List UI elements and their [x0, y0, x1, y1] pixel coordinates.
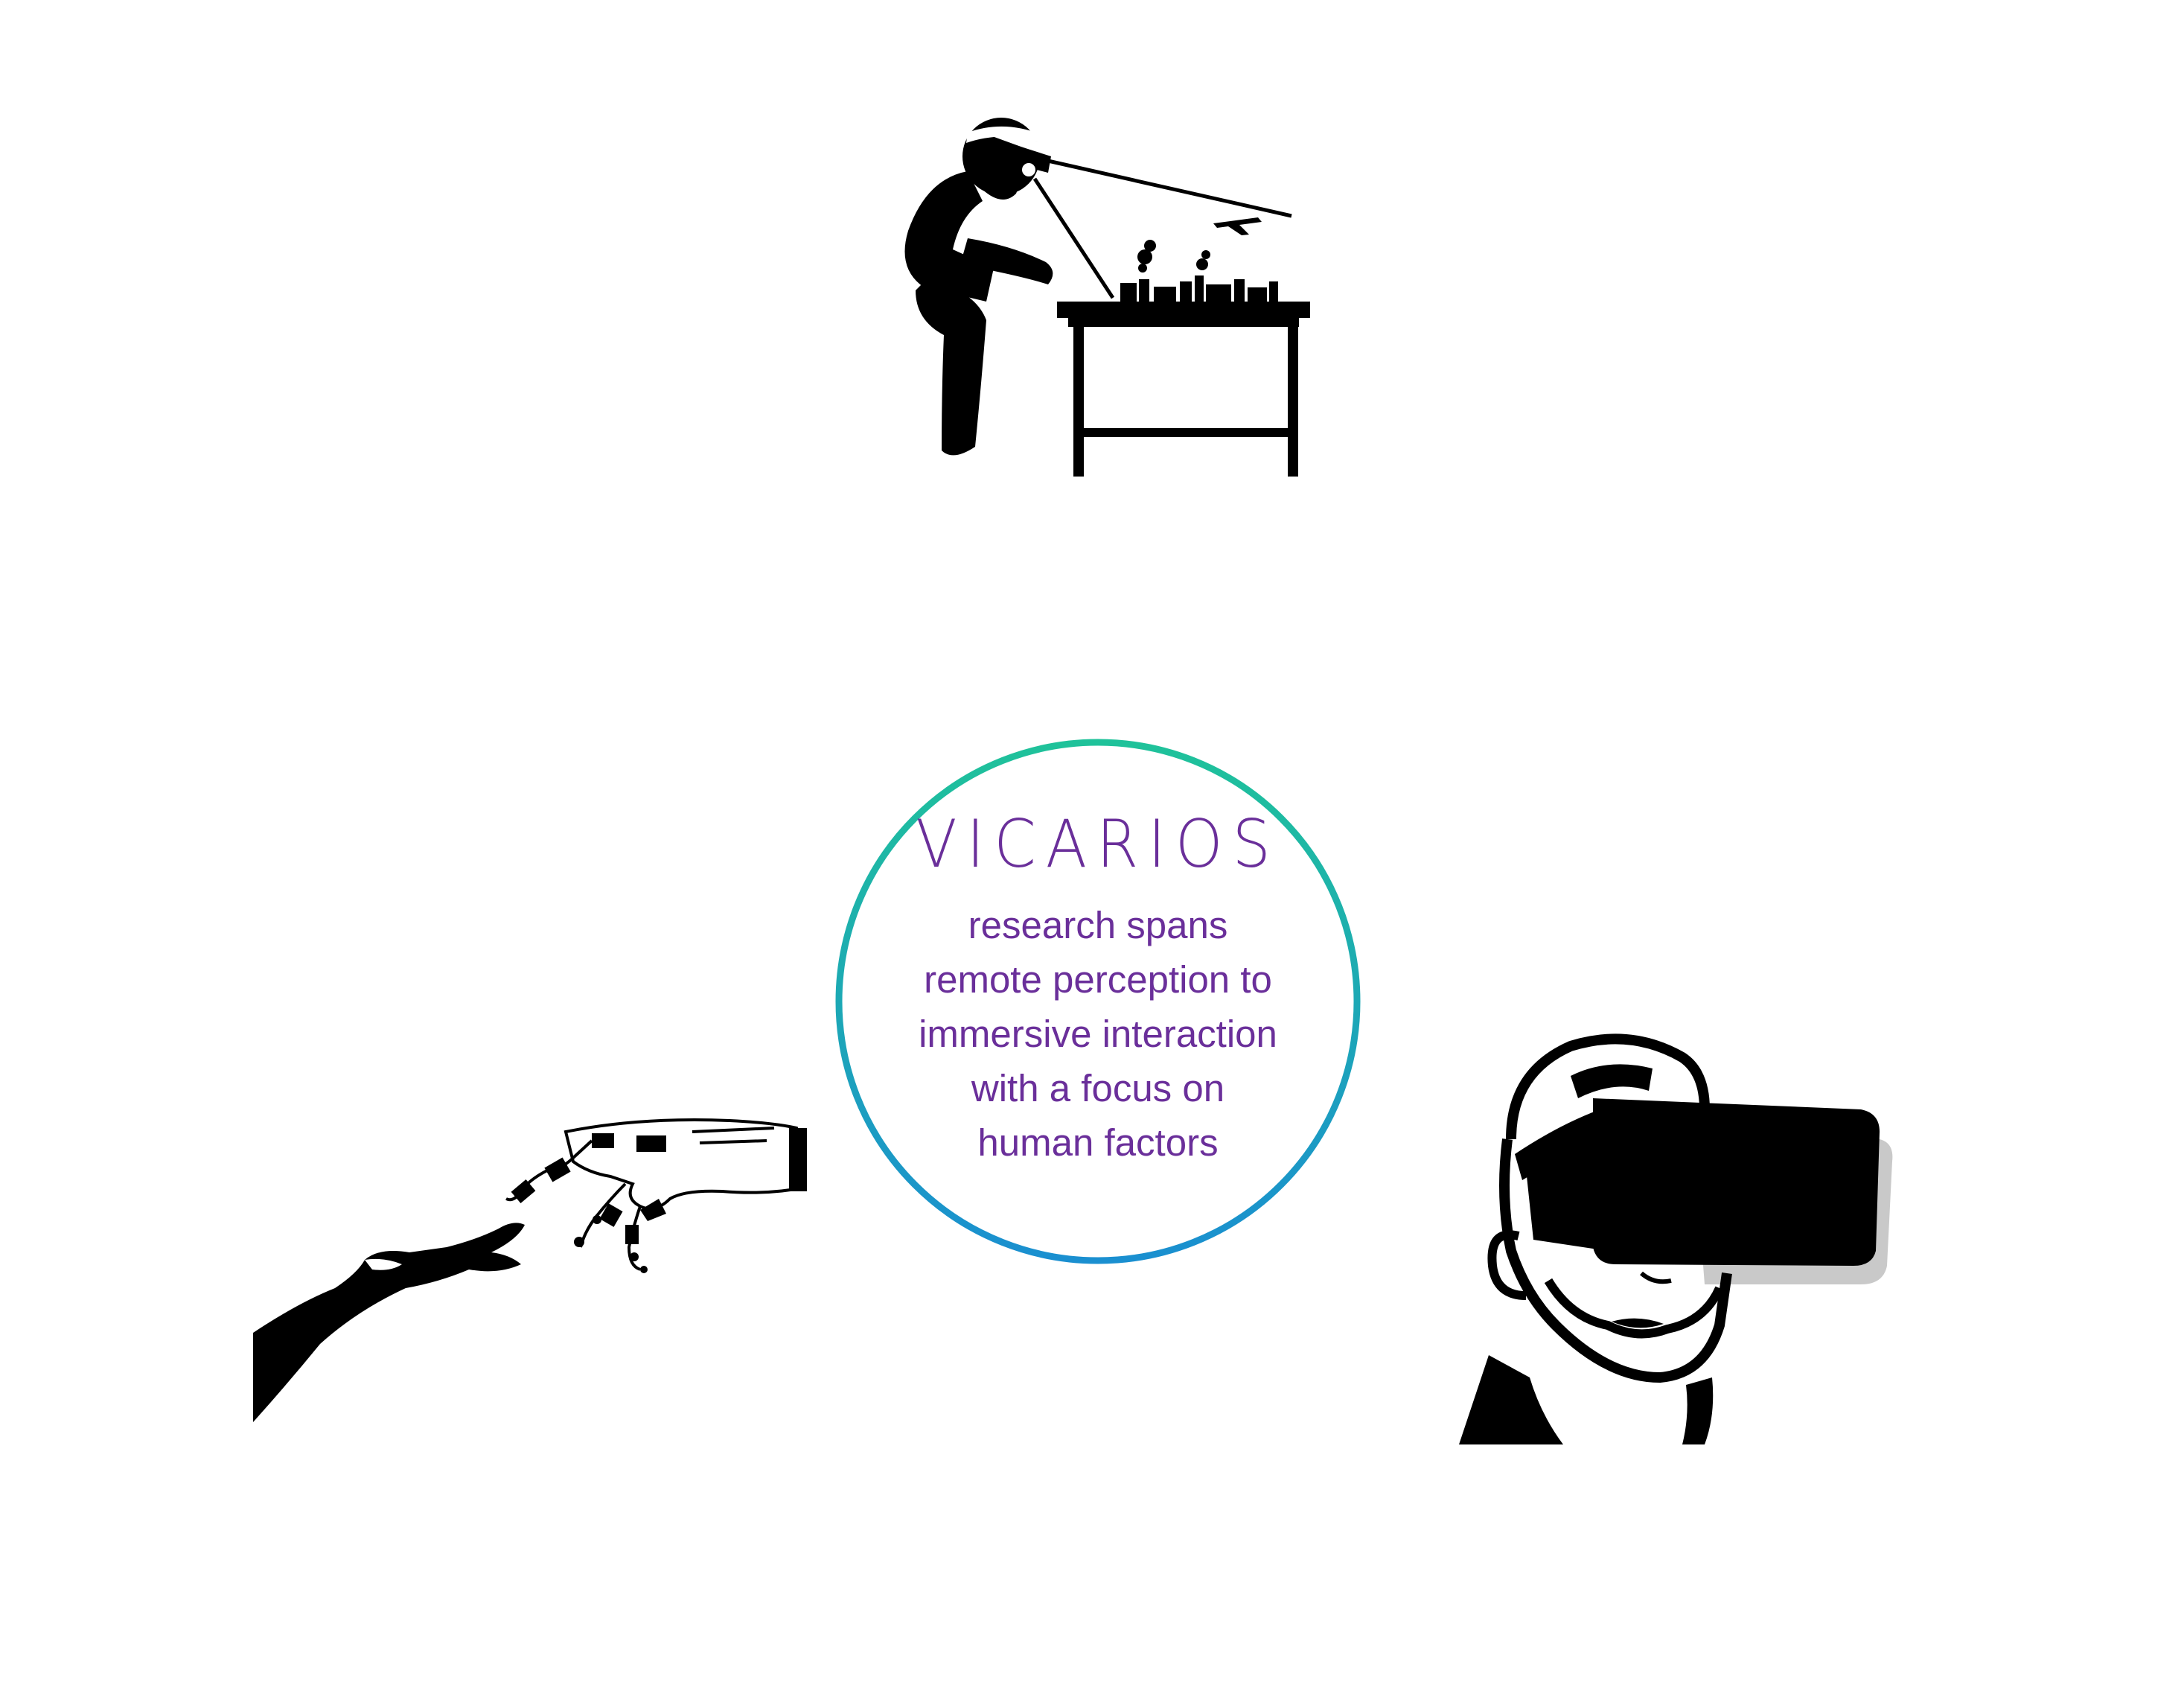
description-line-2: remote perception to	[924, 958, 1272, 1001]
center-content: VICARIOS research spans remote perceptio…	[834, 737, 1362, 1266]
description-line-4: with a focus on	[971, 1066, 1225, 1109]
description-line-5: human factors	[977, 1121, 1219, 1164]
brand-logo-text: VICARIOS	[916, 805, 1280, 882]
description-line-1: research spans	[968, 903, 1228, 946]
center-ring	[835, 739, 1361, 1264]
human-hand-reaching-robot-hand-icon	[253, 1118, 807, 1422]
person-with-headset-viewing-city-model-icon	[904, 118, 1310, 477]
description-line-3: immersive interaction	[919, 1012, 1277, 1055]
man-wearing-vr-headset-icon	[1459, 1033, 1893, 1444]
